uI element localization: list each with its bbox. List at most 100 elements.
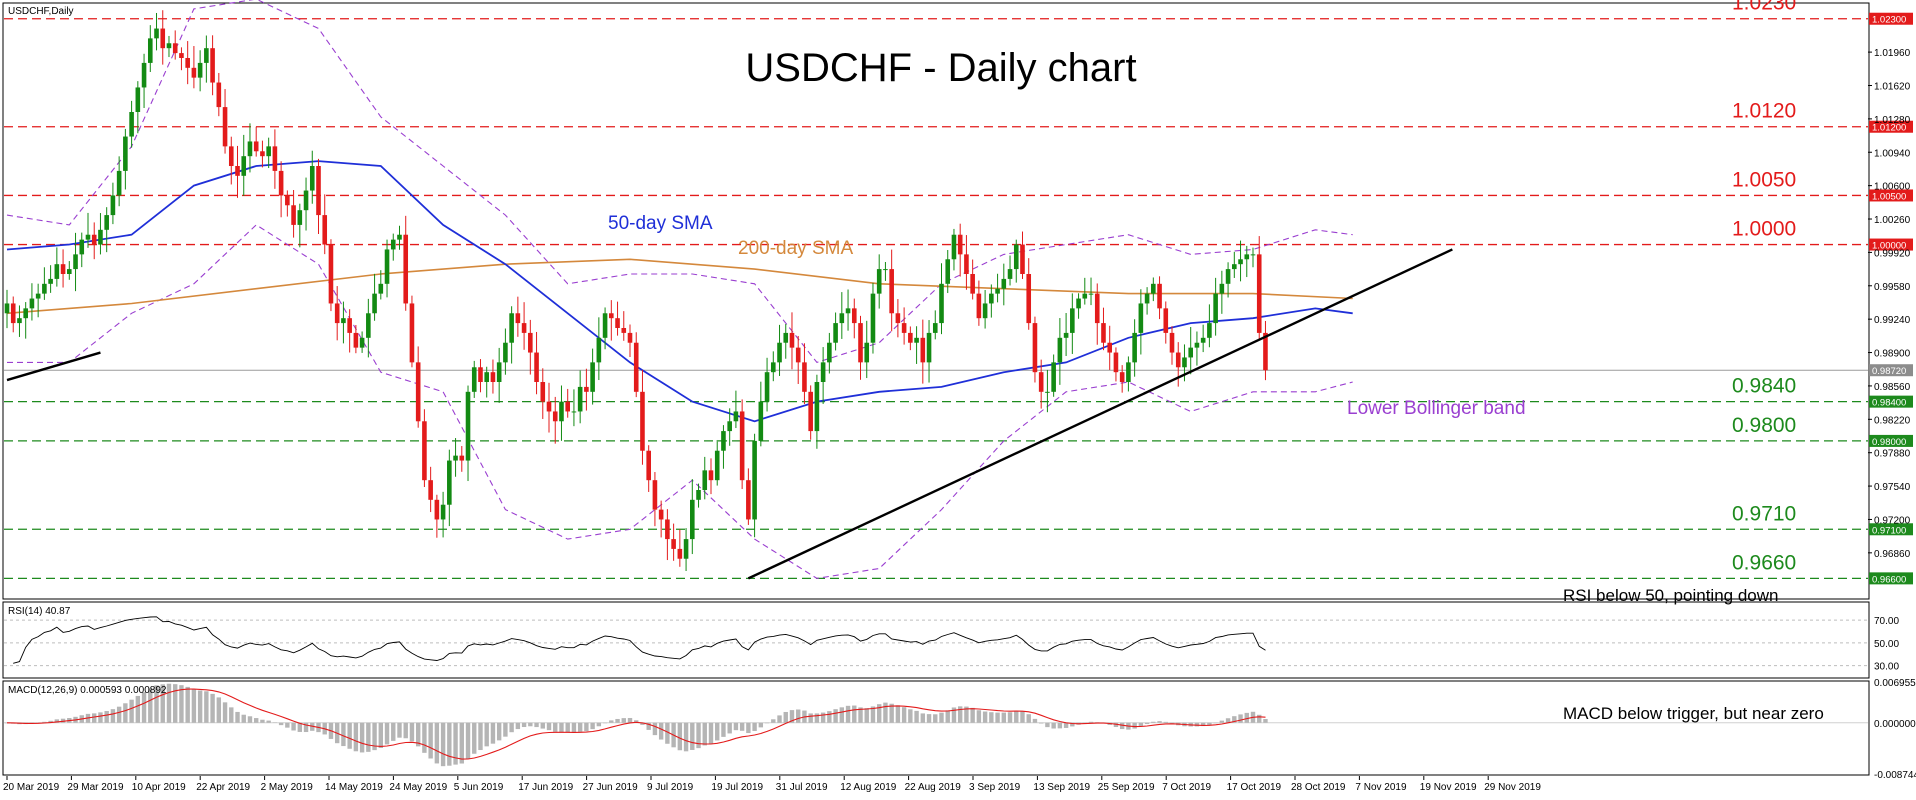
macd-bar [278,722,284,726]
candle-up [1063,332,1069,338]
candle-up [204,48,209,63]
candle-up [1126,362,1131,382]
candle-up [266,146,271,157]
candle-down [316,166,321,216]
x-tick-label: 25 Sep 2019 [1098,782,1155,793]
candle-up [1182,357,1187,368]
candle-up [197,62,203,78]
macd-bar [384,722,390,745]
candle-up [372,293,377,314]
candle-up [241,156,247,176]
price-tick-label: 0.98220 [1874,415,1911,426]
macd-bar [733,722,739,731]
x-tick-label: 19 Nov 2019 [1420,782,1477,793]
candle-down [272,146,278,171]
candle-down [210,48,215,83]
rsi-panel-frame [2,601,1870,679]
candle-down [328,244,334,304]
candle-up [727,421,732,432]
macd-bar [210,693,215,723]
candle-up [484,372,490,382]
macd-bar [939,712,944,723]
macd-bar [771,719,776,723]
candle-down [746,480,751,520]
macd-bar [472,722,477,754]
x-tick-label: 12 Aug 2019 [840,782,897,793]
candle-up [104,215,109,230]
macd-bar [434,722,440,764]
macd-bar [166,683,172,723]
level-tag-1.0230: 1.02300 [1872,15,1906,26]
macd-bar [895,705,901,723]
candle-up [1057,337,1063,363]
x-tick-label: 22 Aug 2019 [905,782,962,793]
candle-down [160,28,166,49]
macd-panel-frame [2,680,1870,776]
candle-up [571,411,577,413]
macd-bar [515,722,521,730]
macd-bar [1082,722,1087,724]
macd-bar [1001,712,1006,723]
candle-up [559,401,564,422]
macd-bar [889,703,894,723]
macd-bar [378,722,383,749]
price-tick-label: 1.00600 [1874,182,1911,193]
candle-up [98,229,103,245]
candle-up [1219,283,1225,294]
macd-bar [665,722,670,744]
macd-bar [1057,722,1063,729]
candle-up [447,460,452,505]
chart-title: USDCHF - Daily chart [745,46,1136,90]
macd-bar [652,722,658,736]
candle-up [503,342,508,363]
macd-bar [229,707,234,723]
candle-down [646,450,651,481]
candle-down [1113,352,1119,373]
level-tag-box-0.9840 [1869,395,1913,408]
macd-bar [783,711,788,723]
macd-bar [254,718,259,723]
candle-up [141,62,147,88]
macd-bar [1225,718,1231,723]
candle-down [552,411,558,422]
level-tag-box-0.9710 [1869,523,1913,536]
candle-up [110,195,116,216]
candle-up [1132,332,1137,363]
candle-up [1138,303,1144,333]
candle-down [652,480,658,510]
candle-down [1119,372,1125,382]
candle-down [627,332,633,343]
macd-bar [428,722,433,759]
macd-bar [272,722,278,723]
macd-bar [465,722,471,759]
x-tick-label: 24 May 2019 [389,782,447,793]
level-tag-box-1.0050 [1869,189,1913,202]
macd-bar [1163,721,1168,723]
candle-up [135,87,141,112]
macd-bar [453,722,458,765]
macd-bar [341,722,346,747]
macd-bar [54,719,60,723]
x-tick-label: 31 Jul 2019 [776,782,828,793]
candle-up [247,141,253,157]
candle-down [658,509,664,520]
candle-up [814,382,820,432]
macd-bar [1169,722,1175,724]
macd-tick-label: 0.000000 [1874,719,1916,730]
x-tick-label: 17 Jun 2019 [518,782,573,793]
price-tick-label: 1.01280 [1874,115,1911,126]
lower-bb-label: Lower Bollinger band [1347,398,1526,419]
sma200-line [6,258,1353,315]
macd-bar [478,722,483,751]
macd-bar [839,707,845,723]
macd-bar [1200,722,1206,727]
candle-up [683,539,689,559]
candle-up [820,362,826,382]
trendline-ascending [747,248,1453,580]
macd-bar [808,713,813,723]
candle-up [758,401,764,441]
macd-bar [310,722,315,731]
level-tag-box-1.0000 [1869,238,1913,251]
candle-up [359,337,365,348]
